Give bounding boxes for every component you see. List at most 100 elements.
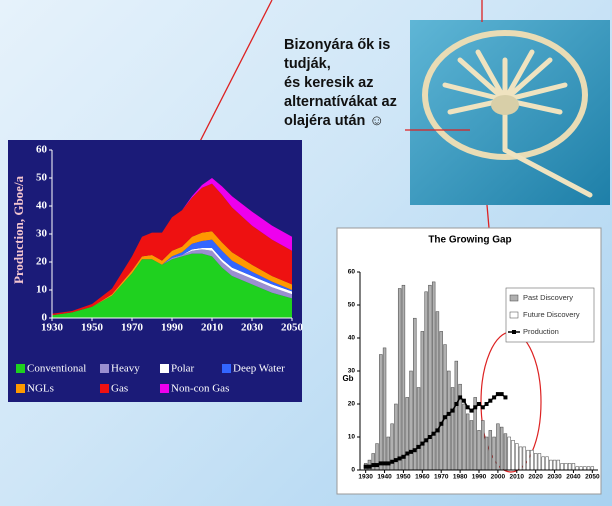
legend-label: Deep Water <box>233 363 285 375</box>
point <box>412 448 417 453</box>
bar <box>530 449 534 471</box>
bar <box>450 387 455 471</box>
bar <box>401 284 406 471</box>
bar <box>499 426 504 471</box>
legend-label: Past Discovery <box>523 293 573 302</box>
bar <box>560 463 564 471</box>
y-tick-label: 60 <box>36 144 48 156</box>
point <box>480 405 485 410</box>
bar <box>409 370 413 471</box>
x-tick-label: 1990 <box>472 474 487 481</box>
legend-label: Conventional <box>27 363 86 375</box>
point <box>420 441 425 446</box>
point <box>382 461 387 466</box>
point <box>390 459 395 464</box>
bar <box>379 354 383 471</box>
legend-label: Heavy <box>111 363 140 375</box>
bar <box>496 423 500 471</box>
x-tick-label: 2040 <box>566 474 581 481</box>
point <box>439 421 444 426</box>
point <box>424 438 429 443</box>
legend-swatch <box>16 364 25 373</box>
bar <box>465 413 470 471</box>
point <box>495 392 500 397</box>
point <box>473 405 478 410</box>
x-tick-label: 1940 <box>377 474 392 481</box>
point <box>458 395 463 400</box>
x-tick-label: 2030 <box>547 474 562 481</box>
x-tick-label: 2020 <box>528 474 543 481</box>
bar <box>454 360 459 471</box>
legend-swatch <box>100 384 109 393</box>
bar <box>515 443 519 471</box>
point <box>427 435 432 439</box>
x-tick-label: 1960 <box>415 474 430 481</box>
legend-swatch <box>509 311 519 319</box>
point <box>446 411 451 416</box>
legend-box <box>505 287 595 343</box>
y-axis-label: Gb <box>342 374 353 383</box>
point <box>443 415 447 420</box>
x-tick-label: 2000 <box>491 474 506 481</box>
y-tick-label: 10 <box>36 284 48 296</box>
point <box>484 402 489 406</box>
bar <box>549 459 553 471</box>
legend-label: Polar <box>171 363 195 375</box>
point <box>488 398 493 403</box>
y-tick-label: 40 <box>36 200 48 212</box>
legend-label: Production <box>523 327 559 336</box>
bar <box>522 446 527 471</box>
bar <box>424 291 428 471</box>
photo <box>410 20 610 205</box>
area <box>52 253 292 318</box>
chart-title: The Growing Gap <box>428 235 511 246</box>
bar <box>431 281 436 471</box>
legend-label: NGLs <box>27 383 54 395</box>
point <box>431 431 436 436</box>
y-tick-label: 30 <box>36 228 48 240</box>
bar <box>571 463 576 471</box>
bar <box>397 288 402 471</box>
bar <box>492 436 496 471</box>
bar <box>439 331 443 471</box>
y-tick-label: 10 <box>348 434 356 441</box>
bar <box>477 430 481 471</box>
point <box>371 463 376 468</box>
legend-swatch <box>160 364 169 373</box>
bar <box>413 317 417 471</box>
bar <box>469 420 474 471</box>
bar <box>443 344 447 471</box>
point <box>435 428 440 433</box>
point <box>367 464 372 469</box>
bar <box>428 284 432 471</box>
text-line: Bizonyára ők is tudják, <box>284 37 391 72</box>
bar <box>567 463 572 471</box>
y-tick-label: 0 <box>42 312 48 324</box>
point <box>492 395 497 400</box>
legend-label: Gas <box>111 383 128 395</box>
bar <box>462 403 466 471</box>
legend-swatch <box>16 384 25 393</box>
bar <box>556 459 561 471</box>
point <box>450 408 455 413</box>
point <box>378 461 383 466</box>
bar <box>511 440 515 471</box>
x-tick-label: 2010 <box>510 474 525 481</box>
point <box>469 408 474 413</box>
bar <box>382 347 387 471</box>
bar <box>552 459 557 471</box>
legend-swatch <box>100 364 109 373</box>
y-tick-label: 60 <box>348 269 356 276</box>
bar <box>481 420 485 471</box>
text-line: alternatívákat az <box>284 94 397 110</box>
bar <box>405 397 409 471</box>
x-tick-label: 1950 <box>396 474 411 481</box>
legend-label: Non-con Gas <box>171 383 229 395</box>
bar <box>435 311 440 471</box>
point <box>375 463 379 468</box>
point <box>499 392 504 397</box>
x-tick-label: 2050 <box>281 322 304 334</box>
x-tick-label: 1980 <box>453 474 468 481</box>
